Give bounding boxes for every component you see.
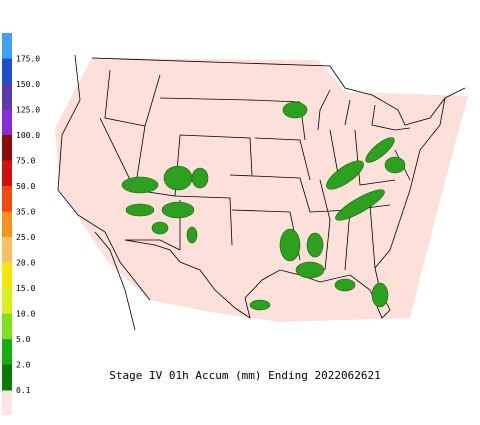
- legend-swatch: [2, 211, 12, 238]
- legend-swatch: [2, 160, 12, 187]
- legend-swatch: [2, 364, 12, 391]
- legend-label: 75.0: [16, 157, 35, 166]
- legend-label: 50.0: [16, 182, 35, 191]
- legend-swatch: [2, 135, 12, 161]
- legend-label: 175.0: [16, 55, 40, 64]
- legend-swatch: [2, 262, 12, 289]
- legend-label: 100.0: [16, 131, 40, 140]
- boundaries: [57, 54, 466, 331]
- legend-swatch: [2, 339, 12, 365]
- legend-label: 15.0: [16, 284, 35, 293]
- legend-swatch: [2, 288, 12, 314]
- legend-label: 25.0: [16, 233, 35, 242]
- legend: 175.0 150.0 125.0 100.0 75.0 50.0 35.0 25.0 20.0…: [2, 33, 40, 395]
- legend-base: [2, 385, 12, 415]
- legend-label: 10.0: [16, 310, 35, 319]
- legend-label: 35.0: [16, 208, 35, 217]
- map-title: Stage IV 01h Accum (mm) Ending 202206262…: [109, 369, 381, 382]
- analysis-domain: [55, 58, 468, 322]
- legend-swatch: [2, 186, 12, 212]
- legend-swatch: [2, 109, 12, 136]
- precipitation: [121, 101, 406, 311]
- legend-swatch: [2, 33, 12, 59]
- legend-label: 125.0: [16, 106, 40, 115]
- legend-swatch: [2, 313, 12, 340]
- legend-swatch: [2, 58, 12, 85]
- legend-label: 5.0: [16, 335, 31, 344]
- legend-label: 2.0: [16, 361, 31, 370]
- legend-label: 20.0: [16, 259, 35, 268]
- legend-swatch: [2, 84, 12, 110]
- legend-swatch: [2, 237, 12, 263]
- legend-label: 0.1: [16, 386, 31, 395]
- legend-label: 150.0: [16, 80, 40, 89]
